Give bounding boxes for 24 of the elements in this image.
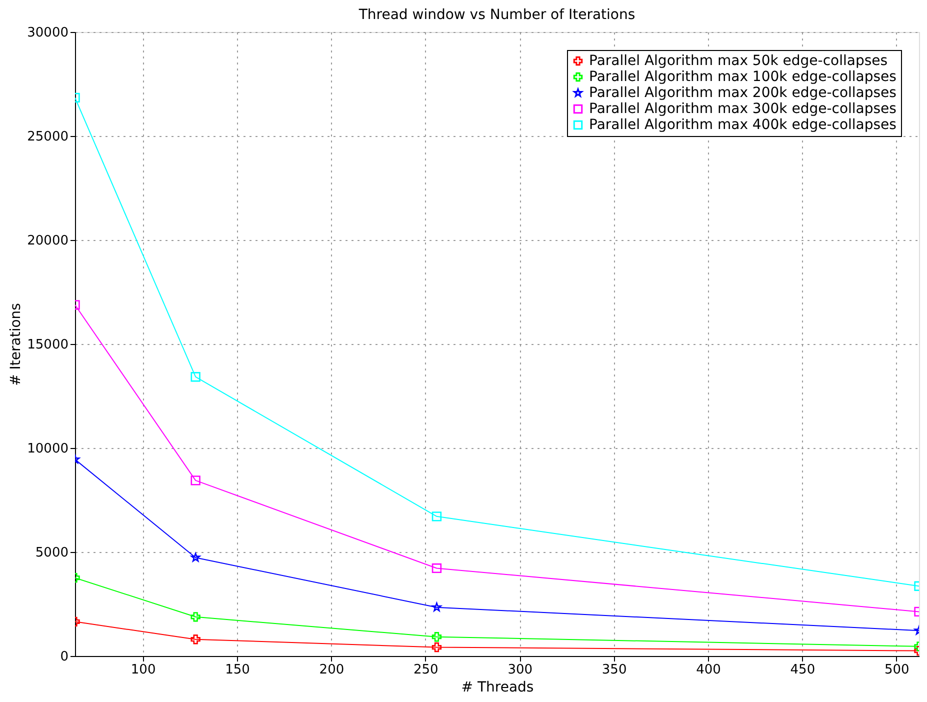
x-tick-label: 250: [413, 662, 438, 678]
legend-label: Parallel Algorithm max 400k edge-collapses: [589, 117, 896, 133]
x-tick-label: 400: [696, 662, 721, 678]
y-axis-title: # Iterations: [8, 303, 24, 386]
y-tick-label: 30000: [27, 26, 68, 40]
x-tick-label: 200: [319, 662, 344, 678]
y-tick-label: 15000: [27, 338, 68, 352]
y-tick-label: 0: [60, 650, 68, 664]
y-tick-label: 10000: [27, 442, 68, 456]
x-tick-label: 300: [508, 662, 533, 678]
chart-title: Thread window vs Number of Iterations: [358, 7, 636, 23]
legend-label: Parallel Algorithm max 200k edge-collapses: [589, 85, 896, 101]
y-tick-label: 20000: [27, 234, 68, 248]
legend-label: Parallel Algorithm max 100k edge-collapses: [589, 69, 896, 85]
x-tick-label: 450: [790, 662, 816, 678]
y-tick-label: 5000: [35, 546, 68, 560]
x-axis-title: # Threads: [461, 680, 534, 696]
y-tick-label: 25000: [27, 130, 68, 144]
x-tick-label: 100: [130, 662, 156, 678]
x-tick-label: 500: [884, 662, 910, 678]
x-tick-label: 350: [602, 662, 627, 678]
legend-label: Parallel Algorithm max 50k edge-collapses: [589, 53, 888, 69]
x-tick-label: 150: [225, 662, 250, 678]
legend-label: Parallel Algorithm max 300k edge-collapses: [589, 101, 896, 117]
